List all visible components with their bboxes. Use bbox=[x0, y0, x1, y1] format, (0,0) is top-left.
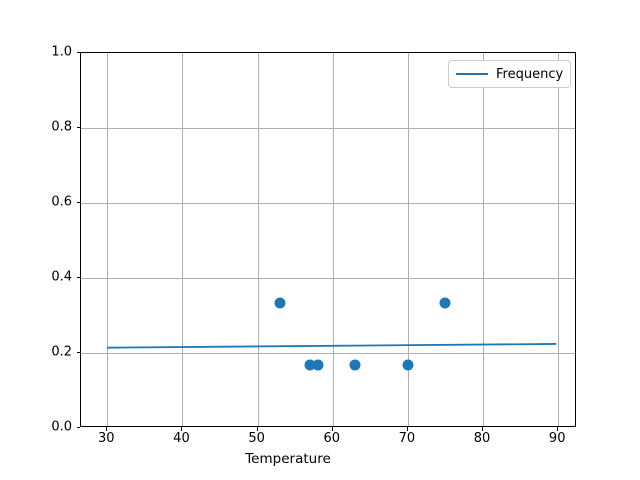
legend-entry-label: Frequency bbox=[496, 66, 564, 82]
x-axis-label: Temperature bbox=[245, 451, 331, 467]
x-tick-label: 50 bbox=[248, 431, 265, 446]
plot-axes-area bbox=[80, 52, 576, 427]
y-tick-mark bbox=[76, 127, 80, 128]
line-series-frequency bbox=[81, 53, 575, 426]
x-tick-mark bbox=[331, 427, 333, 431]
y-tick-mark bbox=[76, 277, 80, 278]
scatter-point bbox=[349, 359, 361, 371]
gridline-horizontal bbox=[81, 203, 575, 204]
y-tick-mark bbox=[76, 352, 80, 353]
scatter-point bbox=[402, 359, 414, 371]
x-tick-label: 40 bbox=[173, 431, 190, 446]
gridline-vertical bbox=[107, 53, 109, 426]
x-tick-label: 60 bbox=[323, 431, 341, 446]
y-tick-label: 0.8 bbox=[51, 119, 72, 135]
gridline-vertical bbox=[182, 53, 184, 426]
gridline-vertical bbox=[483, 53, 485, 426]
data-marks-layer bbox=[81, 53, 575, 426]
x-tick-mark bbox=[406, 427, 408, 431]
gridline-horizontal bbox=[81, 278, 575, 279]
chart-legend[interactable]: Frequency bbox=[448, 60, 571, 88]
x-tick-label: 80 bbox=[473, 431, 491, 446]
legend-line-swatch bbox=[456, 68, 488, 80]
x-tick-mark bbox=[256, 427, 258, 431]
x-tick-mark bbox=[482, 427, 484, 431]
x-tick-label: 70 bbox=[398, 431, 416, 446]
x-tick-label: 90 bbox=[548, 431, 566, 446]
scatter-point bbox=[312, 359, 324, 371]
gridline-vertical bbox=[558, 53, 560, 426]
scatter-point bbox=[274, 297, 286, 309]
gridline-horizontal bbox=[81, 128, 575, 129]
scatter-point bbox=[439, 297, 451, 309]
y-tick-mark bbox=[76, 427, 80, 428]
y-tick-label: 1.0 bbox=[51, 44, 72, 60]
x-tick-mark bbox=[557, 427, 559, 431]
scatter-point bbox=[304, 359, 316, 371]
gridline-vertical bbox=[332, 53, 334, 426]
gridline-vertical bbox=[257, 53, 259, 426]
y-tick-label: 0.0 bbox=[51, 419, 72, 435]
y-tick-mark bbox=[76, 52, 80, 53]
gridline-horizontal bbox=[81, 353, 575, 354]
x-tick-label: 30 bbox=[98, 431, 115, 446]
x-tick-mark bbox=[181, 427, 183, 431]
y-tick-label: 0.6 bbox=[51, 194, 72, 210]
gridline-vertical bbox=[407, 53, 409, 426]
gridlines bbox=[81, 53, 575, 426]
y-tick-label: 0.4 bbox=[51, 269, 72, 285]
y-tick-mark bbox=[76, 202, 80, 203]
y-tick-label: 0.2 bbox=[51, 344, 72, 360]
x-tick-mark bbox=[106, 427, 108, 431]
